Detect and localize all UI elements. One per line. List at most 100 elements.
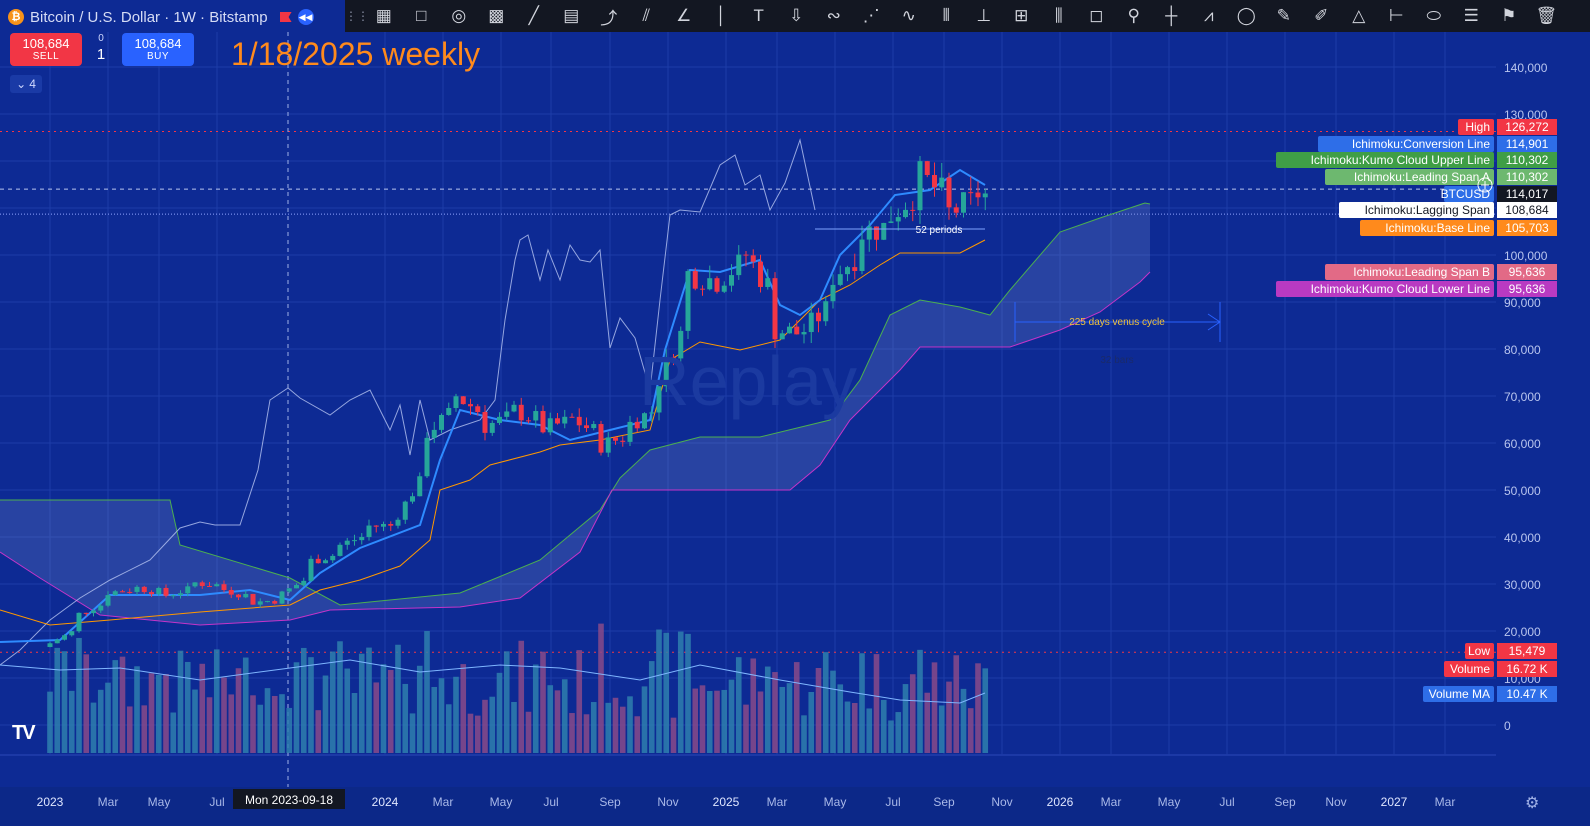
candles-icon[interactable]: ⫼ bbox=[1054, 6, 1063, 25]
candle-body[interactable] bbox=[475, 406, 481, 413]
candle-body[interactable] bbox=[47, 643, 53, 647]
candle-body[interactable] bbox=[910, 209, 916, 211]
candle-body[interactable] bbox=[410, 496, 415, 502]
candle-body[interactable] bbox=[895, 217, 901, 222]
candle-body[interactable] bbox=[54, 639, 60, 644]
candle-body[interactable] bbox=[982, 193, 988, 198]
candle-body[interactable] bbox=[678, 330, 684, 359]
candle-body[interactable] bbox=[779, 333, 785, 340]
candle-body[interactable] bbox=[953, 207, 959, 213]
candle-body[interactable] bbox=[707, 278, 713, 290]
candle-body[interactable] bbox=[555, 418, 560, 424]
fib-grid-icon[interactable]: ▩ bbox=[488, 6, 505, 25]
candle-body[interactable] bbox=[424, 437, 430, 477]
symbol-header[interactable]: ₿ Bitcoin / U.S. Dollar · 1W · Bitstamp … bbox=[8, 6, 314, 28]
candle-body[interactable] bbox=[663, 357, 669, 387]
candle-body[interactable] bbox=[460, 396, 466, 405]
candle-body[interactable] bbox=[605, 437, 611, 453]
candle-body[interactable] bbox=[330, 555, 336, 561]
candle-body[interactable] bbox=[453, 396, 459, 409]
candle-body[interactable] bbox=[562, 416, 568, 424]
candle-body[interactable] bbox=[120, 591, 125, 593]
candle-body[interactable] bbox=[685, 271, 691, 331]
candle-body[interactable] bbox=[228, 590, 234, 595]
candle-body[interactable] bbox=[671, 357, 676, 359]
indicators-collapse-button[interactable]: ⌄ 4 bbox=[10, 75, 42, 93]
candle-body[interactable] bbox=[743, 254, 749, 256]
candle-body[interactable] bbox=[903, 209, 908, 218]
candle-body[interactable] bbox=[924, 161, 930, 175]
candle-body[interactable] bbox=[794, 326, 800, 335]
ellipse-icon[interactable]: ⬭ bbox=[1426, 6, 1442, 25]
candle-body[interactable] bbox=[178, 593, 183, 596]
candle-body[interactable] bbox=[721, 285, 727, 292]
candle-body[interactable] bbox=[917, 161, 923, 211]
candle-body[interactable] bbox=[315, 558, 321, 564]
candle-body[interactable] bbox=[359, 537, 365, 541]
candle-body[interactable] bbox=[497, 416, 502, 423]
arrow-down-icon[interactable]: ⇩ bbox=[789, 6, 804, 25]
gear-icon[interactable]: ⚙ bbox=[1525, 795, 1540, 812]
flag-icon[interactable] bbox=[279, 12, 292, 22]
candle-body[interactable] bbox=[301, 580, 307, 586]
candle-body[interactable] bbox=[808, 312, 814, 333]
candle-body[interactable] bbox=[634, 421, 640, 429]
candle-body[interactable] bbox=[504, 411, 510, 417]
candle-body[interactable] bbox=[468, 404, 473, 407]
callout-icon[interactable]: ◻ bbox=[1089, 6, 1104, 25]
polyline-icon[interactable]: ⩘ bbox=[1203, 6, 1214, 25]
circle-icon[interactable]: ◯ bbox=[1236, 6, 1256, 25]
candle-body[interactable] bbox=[373, 525, 379, 527]
symbol-title[interactable]: Bitcoin / U.S. Dollar · 1W · Bitstamp bbox=[30, 8, 268, 26]
candle-body[interactable] bbox=[547, 418, 553, 433]
candle-body[interactable] bbox=[199, 582, 205, 586]
candle-body[interactable] bbox=[257, 601, 263, 605]
candle-body[interactable] bbox=[127, 591, 133, 593]
candle-body[interactable] bbox=[236, 594, 241, 598]
candle-body[interactable] bbox=[163, 587, 169, 596]
candle-body[interactable] bbox=[511, 404, 517, 412]
range-icon[interactable]: ⊢ bbox=[1388, 6, 1404, 25]
candle-body[interactable] bbox=[352, 540, 357, 542]
candle-body[interactable] bbox=[772, 278, 778, 340]
candle-body[interactable] bbox=[642, 413, 647, 429]
candle-body[interactable] bbox=[714, 278, 720, 292]
trash-icon[interactable]: 🗑 bbox=[1535, 6, 1558, 25]
candle-body[interactable] bbox=[656, 386, 662, 413]
candle-body[interactable] bbox=[294, 585, 299, 589]
ohlc-icon[interactable]: ┼ bbox=[1165, 6, 1178, 25]
candle-body[interactable] bbox=[446, 408, 452, 415]
candle-body[interactable] bbox=[134, 586, 140, 592]
candle-body[interactable] bbox=[787, 326, 792, 334]
candle-body[interactable] bbox=[286, 588, 292, 592]
candle-body[interactable] bbox=[932, 174, 937, 188]
candle-body[interactable] bbox=[845, 267, 850, 275]
candle-body[interactable] bbox=[627, 421, 633, 442]
flag-icon[interactable]: ⚑ bbox=[1501, 6, 1517, 25]
candle-body[interactable] bbox=[482, 412, 488, 433]
candle-body[interactable] bbox=[830, 284, 836, 302]
candle-body[interactable] bbox=[91, 610, 96, 614]
candle-body[interactable] bbox=[170, 595, 176, 597]
candle-body[interactable] bbox=[185, 586, 191, 594]
text-icon[interactable]: T bbox=[753, 6, 764, 25]
candle-body[interactable] bbox=[881, 222, 887, 240]
line-icon[interactable]: ╱ bbox=[528, 6, 539, 25]
candle-body[interactable] bbox=[801, 332, 807, 335]
candle-body[interactable] bbox=[569, 416, 575, 418]
candle-body[interactable] bbox=[613, 437, 618, 441]
candle-body[interactable] bbox=[439, 414, 444, 430]
measure-icon[interactable]: ⊥ bbox=[976, 6, 992, 25]
candle-body[interactable] bbox=[852, 267, 858, 272]
candle-body[interactable] bbox=[381, 524, 386, 527]
candle-body[interactable] bbox=[308, 558, 314, 581]
candle-body[interactable] bbox=[402, 501, 408, 520]
candle-body[interactable] bbox=[700, 288, 705, 290]
candle-body[interactable] bbox=[192, 582, 198, 587]
candle-body[interactable] bbox=[214, 584, 220, 587]
highlighter-icon[interactable]: ✐ bbox=[1314, 6, 1329, 25]
candle-body[interactable] bbox=[758, 261, 763, 287]
candle-body[interactable] bbox=[431, 429, 437, 438]
candle-body[interactable] bbox=[250, 593, 256, 605]
triangle-icon[interactable]: △ bbox=[1352, 6, 1366, 25]
